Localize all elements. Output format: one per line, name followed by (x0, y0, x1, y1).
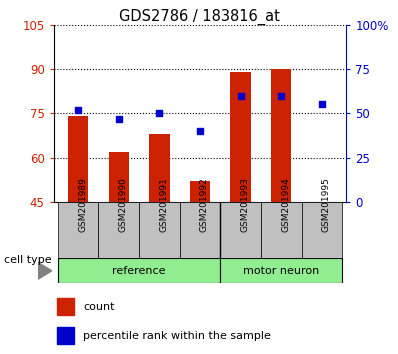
Bar (261, 202, 302, 258)
Text: GSM201993: GSM201993 (241, 177, 250, 232)
Point (278, 93, 285, 98)
Bar (57, 298, 74, 315)
Point (115, 116, 122, 121)
Bar (179, 202, 220, 258)
Text: count: count (83, 302, 115, 312)
Bar (57, 327, 74, 344)
Text: GDS2786 / 183816_at: GDS2786 / 183816_at (119, 9, 279, 25)
Point (75, 107, 81, 113)
Point (319, 102, 325, 107)
Polygon shape (38, 262, 52, 279)
Bar (139, 202, 179, 258)
Point (197, 128, 203, 134)
Bar (149, 134, 170, 202)
Text: percentile rank within the sample: percentile rank within the sample (83, 331, 271, 341)
Bar (220, 202, 261, 258)
Text: GSM201990: GSM201990 (119, 177, 128, 232)
Point (238, 93, 244, 98)
Text: GSM201995: GSM201995 (322, 177, 331, 232)
Bar (230, 72, 251, 202)
Bar (220, 258, 342, 283)
Text: reference: reference (112, 266, 166, 276)
Bar (302, 202, 342, 258)
Bar (98, 202, 139, 258)
Bar (58, 202, 98, 258)
Point (156, 110, 162, 116)
Bar (271, 69, 291, 202)
Bar (68, 116, 88, 202)
Text: GSM201994: GSM201994 (281, 177, 290, 232)
Bar (109, 152, 129, 202)
Text: cell type: cell type (4, 255, 52, 265)
Text: GSM201992: GSM201992 (200, 177, 209, 232)
Text: GSM201991: GSM201991 (159, 177, 168, 232)
Text: motor neuron: motor neuron (243, 266, 319, 276)
Bar (190, 181, 210, 202)
Text: GSM201989: GSM201989 (78, 177, 87, 232)
Bar (58, 258, 220, 283)
